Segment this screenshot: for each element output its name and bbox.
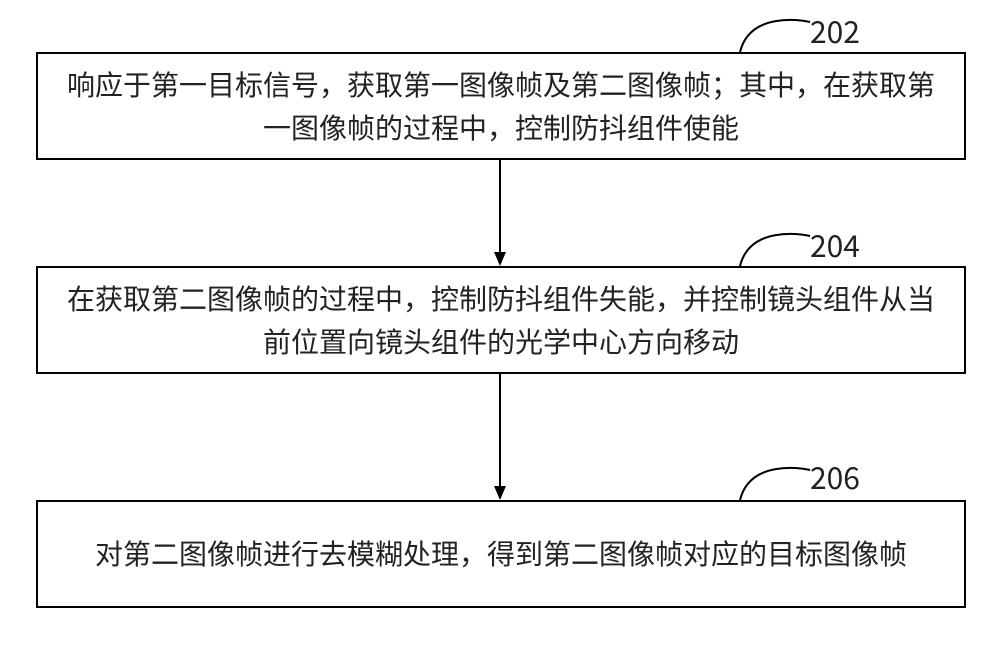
flow-node-2: 在获取第二图像帧的过程中，控制防抖组件失能，并控制镜头组件从当前位置向镜头组件的…	[36, 266, 966, 374]
flow-label-2: 204	[810, 222, 860, 266]
flow-label-1: 202	[810, 8, 860, 52]
flow-label-3: 206	[810, 454, 860, 498]
flow-label-1-text: 202	[810, 8, 860, 52]
flow-label-2-text: 204	[810, 222, 860, 266]
flow-node-1: 响应于第一目标信号，获取第一图像帧及第二图像帧；其中，在获取第一图像帧的过程中，…	[36, 52, 966, 160]
flow-node-3: 对第二图像帧进行去模糊处理，得到第二图像帧对应的目标图像帧	[36, 500, 966, 608]
callout-curve-2	[740, 234, 810, 266]
flowchart-canvas: 响应于第一目标信号，获取第一图像帧及第二图像帧；其中，在获取第一图像帧的过程中，…	[0, 0, 1000, 658]
flow-node-2-text: 在获取第二图像帧的过程中，控制防抖组件失能，并控制镜头组件从当前位置向镜头组件的…	[58, 277, 944, 364]
flow-node-3-text: 对第二图像帧进行去模糊处理，得到第二图像帧对应的目标图像帧	[95, 532, 907, 575]
flow-node-1-text: 响应于第一目标信号，获取第一图像帧及第二图像帧；其中，在获取第一图像帧的过程中，…	[58, 63, 944, 150]
callout-curve-1	[740, 20, 810, 52]
callout-curve-3	[740, 468, 810, 500]
flow-label-3-text: 206	[810, 454, 860, 498]
